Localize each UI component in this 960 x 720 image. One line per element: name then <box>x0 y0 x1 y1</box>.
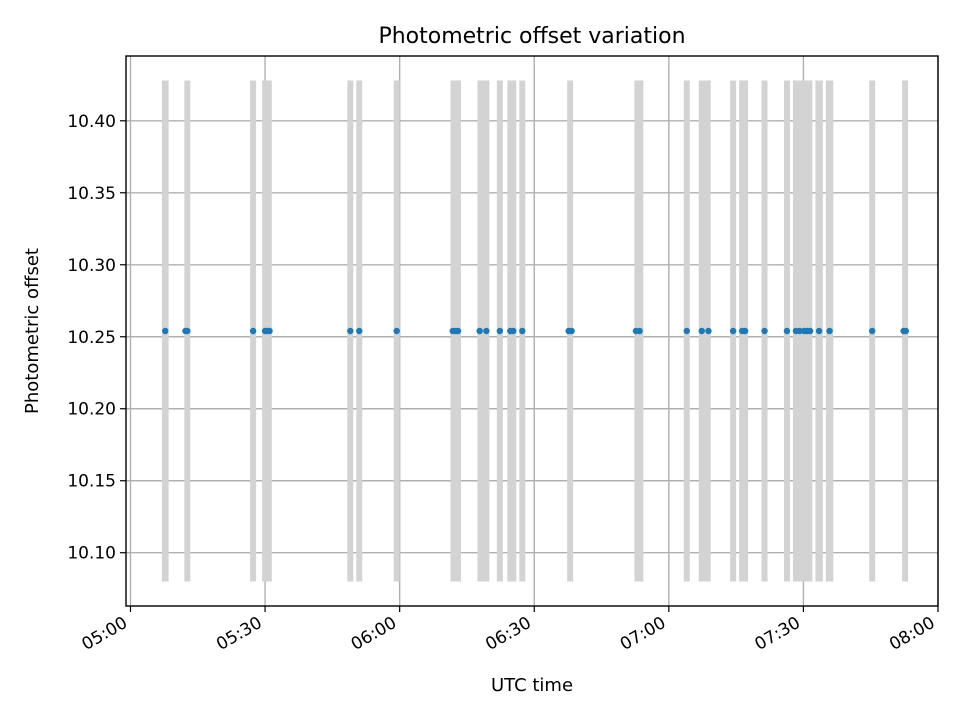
data-point-30 <box>783 327 791 335</box>
x-tick-label-0: 05:00 <box>79 613 131 655</box>
data-point-25 <box>705 327 712 335</box>
chart-title: Photometric offset variation <box>378 24 685 49</box>
y-tick-label-2: 10.20 <box>67 400 116 420</box>
data-point-23 <box>683 327 690 335</box>
data-point-26 <box>729 327 737 335</box>
data-point-3 <box>249 327 257 335</box>
data-point-0 <box>162 327 169 335</box>
data-points <box>162 327 910 335</box>
data-point-18 <box>519 327 526 335</box>
data-point-37 <box>826 327 833 335</box>
data-point-36 <box>815 327 823 335</box>
data-point-7 <box>347 327 354 335</box>
x-tick-label-3: 06:30 <box>482 613 534 655</box>
data-point-9 <box>393 327 400 335</box>
data-point-28 <box>741 327 749 335</box>
data-point-40 <box>902 327 910 335</box>
data-point-13 <box>476 327 483 335</box>
data-point-32 <box>796 327 803 335</box>
data-point-24 <box>698 327 705 335</box>
x-axis-ticks: 05:00 05:30 06:00 06:30 07:00 07:30 08:00 <box>79 606 939 655</box>
y-tick-label-6: 10.40 <box>67 112 116 132</box>
data-point-15 <box>496 327 504 335</box>
y-axis-label: Photometric offset <box>22 248 43 414</box>
data-point-20 <box>568 327 575 335</box>
plot-frame <box>125 55 939 607</box>
data-point-35 <box>806 327 814 335</box>
data-point-6 <box>266 327 273 335</box>
data-point-8 <box>356 327 363 335</box>
y-tick-label-4: 10.30 <box>67 256 116 276</box>
x-tick-label-4: 07:00 <box>617 613 669 655</box>
x-tick-label-6: 08:00 <box>886 613 938 655</box>
data-point-12 <box>454 327 462 335</box>
y-tick-label-5: 10.35 <box>67 184 116 204</box>
x-tick-label-1: 05:30 <box>213 613 265 655</box>
data-point-29 <box>761 327 768 335</box>
data-point-14 <box>483 327 490 335</box>
data-point-38 <box>869 327 876 335</box>
y-tick-label-3: 10.25 <box>67 328 116 348</box>
y-axis-ticks: 10.10 10.15 10.20 10.25 10.30 10.35 10.40 <box>67 112 126 564</box>
data-point-17 <box>510 327 517 335</box>
x-tick-label-2: 06:00 <box>348 613 400 655</box>
x-axis-label: UTC time <box>491 675 573 696</box>
data-point-22 <box>636 327 643 335</box>
y-tick-label-1: 10.15 <box>67 472 116 492</box>
x-tick-label-5: 07:30 <box>751 613 803 655</box>
y-tick-label-0: 10.10 <box>67 544 116 564</box>
data-point-2 <box>184 327 191 335</box>
